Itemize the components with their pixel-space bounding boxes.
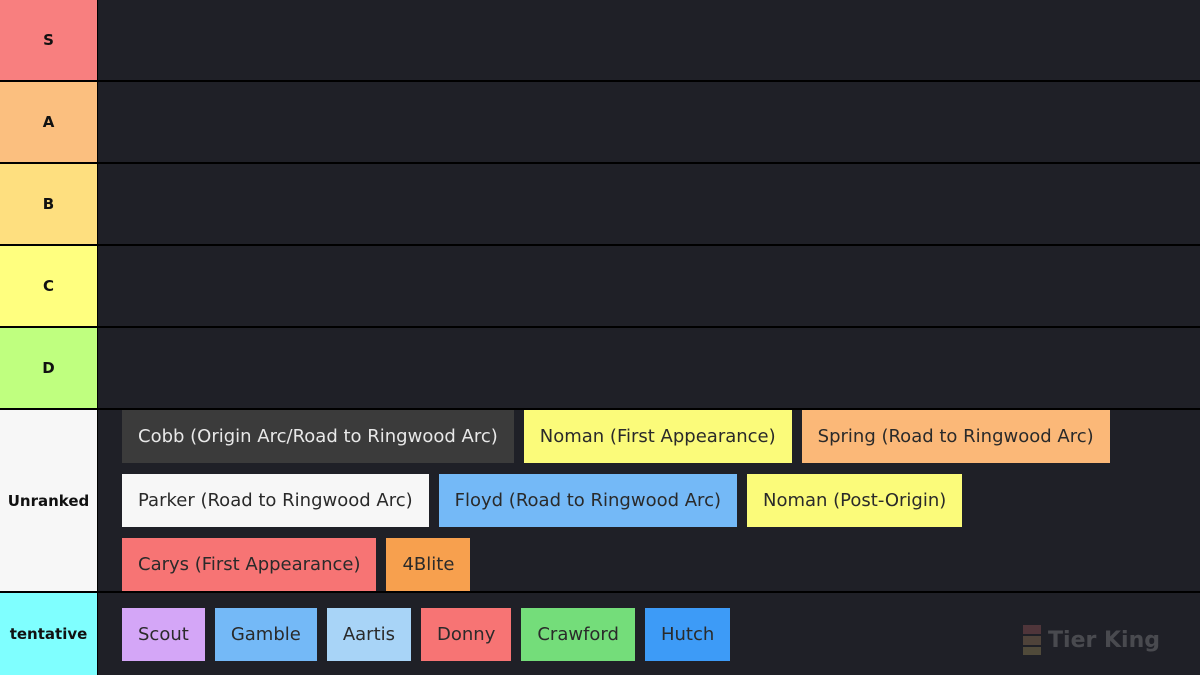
tier-items	[98, 0, 1200, 80]
tier-row: Unranked Cobb (Origin Arc/Road to Ringwoo…	[0, 410, 1200, 591]
tier-item[interactable]: Noman (First Appearance)	[523, 410, 792, 463]
watermark-icon	[1023, 625, 1042, 655]
tier-label[interactable]: S	[0, 0, 97, 80]
tier-item[interactable]: 4Blite	[386, 538, 471, 591]
tier-item[interactable]: Spring (Road to Ringwood Arc)	[801, 410, 1110, 463]
tier-row: B	[0, 164, 1200, 244]
tier-label[interactable]: Unranked	[0, 410, 97, 591]
tier-item[interactable]: Floyd (Road to Ringwood Arc)	[438, 474, 737, 527]
tier-item[interactable]: Gamble	[214, 607, 317, 661]
tier-label[interactable]: tentative	[0, 593, 97, 675]
tier-item[interactable]: Aartis	[326, 607, 412, 661]
tier-item[interactable]: Crawford	[521, 607, 635, 661]
watermark-text: Tier King	[1048, 627, 1160, 653]
tier-items: Cobb (Origin Arc/Road to Ringwood Arc) No…	[98, 410, 1200, 591]
tier-items	[98, 82, 1200, 162]
tier-row: D	[0, 328, 1200, 408]
tier-label[interactable]: C	[0, 246, 97, 326]
tier-row: C	[0, 246, 1200, 326]
tier-row: A	[0, 82, 1200, 162]
tier-item[interactable]: Hutch	[644, 607, 731, 661]
tier-item[interactable]: Noman (Post-Origin)	[746, 474, 963, 527]
watermark: Tier King	[1022, 624, 1160, 656]
tier-row: S	[0, 0, 1200, 80]
tier-items: Scout Gamble Aartis Donny Crawford Hutch	[98, 593, 1200, 675]
tier-label[interactable]: B	[0, 164, 97, 244]
tier-items	[98, 246, 1200, 326]
tier-label[interactable]: D	[0, 328, 97, 408]
tier-label[interactable]: A	[0, 82, 97, 162]
tier-items	[98, 164, 1200, 244]
tier-item[interactable]: Parker (Road to Ringwood Arc)	[122, 474, 429, 527]
tier-row: tentative Scout Gamble Aartis Donny Crawford H…	[0, 593, 1200, 675]
tier-item[interactable]: Carys (First Appearance)	[122, 538, 377, 591]
tier-item[interactable]: Cobb (Origin Arc/Road to Ringwood Arc)	[122, 410, 514, 463]
tier-item[interactable]: Donny	[421, 607, 512, 661]
tier-item[interactable]: Scout	[122, 607, 205, 661]
tier-items	[98, 328, 1200, 408]
